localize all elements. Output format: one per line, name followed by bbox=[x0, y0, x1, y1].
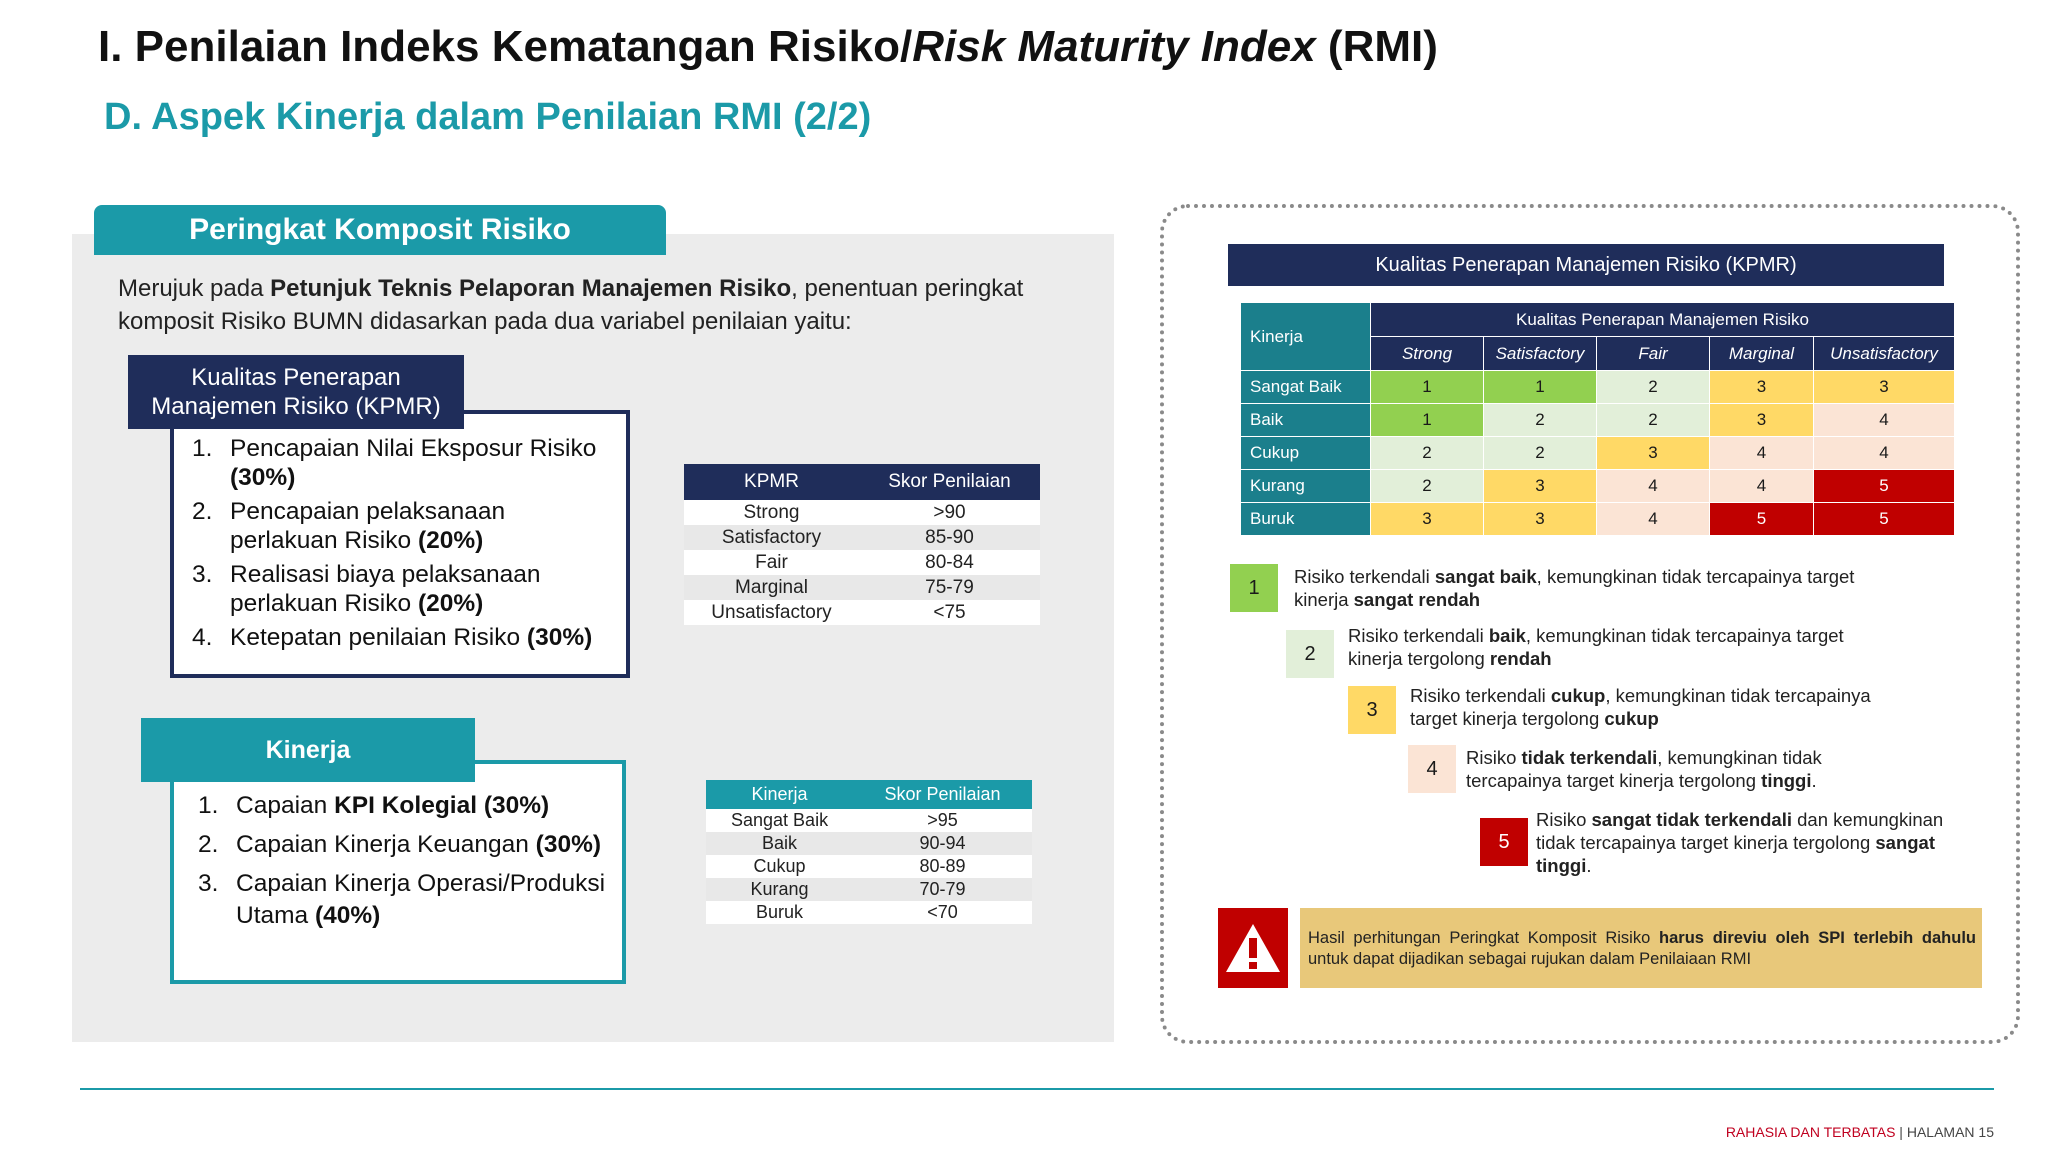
matrix-cell: 4 bbox=[1596, 469, 1710, 503]
warning-icon bbox=[1218, 908, 1288, 988]
table-row: Buruk <70 bbox=[706, 901, 1032, 924]
matrix-cell: 4 bbox=[1709, 436, 1814, 470]
table-row: Strong >90 bbox=[684, 500, 1040, 525]
kpmr-score-table: KPMR Skor Penilaian Strong >90 Satisfactor… bbox=[684, 464, 1040, 625]
matrix-cell: 1 bbox=[1483, 370, 1597, 404]
table-header-row: Kinerja Skor Penilaian bbox=[706, 780, 1032, 809]
matrix-cell: 3 bbox=[1709, 403, 1814, 437]
table-row: Satisfactory 85-90 bbox=[684, 525, 1040, 550]
matrix-cell: 2 bbox=[1370, 436, 1484, 470]
list-item: 4. Ketepatan penilaian Risiko (30%) bbox=[192, 624, 593, 651]
legend-text-1: Risiko terkendali sangat baik, kemungkin… bbox=[1294, 566, 1855, 610]
matrix-row-header: Baik bbox=[1240, 403, 1371, 437]
table-row: Baik 1 2 2 3 4 bbox=[1240, 403, 1955, 437]
legend-text-3: Risiko terkendali cukup, kemungkinan tid… bbox=[1410, 685, 1871, 729]
matrix-cell: 4 bbox=[1813, 403, 1955, 437]
matrix-col-header: Unsatisfactory bbox=[1813, 336, 1955, 371]
legend-text-5: Risiko sangat tidak terkendali dan kemun… bbox=[1536, 809, 1944, 876]
kinerja-criteria-list: 1. Capaian KPI Kolegial (30%) 2. Capaian K… bbox=[198, 790, 608, 939]
matrix-row-header: Cukup bbox=[1240, 436, 1371, 470]
matrix-cell: 4 bbox=[1709, 469, 1814, 503]
table-row: Unsatisfactory <75 bbox=[684, 600, 1040, 625]
list-item: 3. Realisasi biaya pelaksanaan perlakuan … bbox=[192, 561, 541, 617]
table-row: Marginal 75-79 bbox=[684, 575, 1040, 600]
matrix-col-header: Satisfactory bbox=[1483, 336, 1597, 371]
legend-level-3: 3 bbox=[1348, 686, 1396, 734]
risk-composite-matrix: Kinerja Kualitas Penerapan Manajemen Ris… bbox=[1240, 302, 1955, 536]
list-item: 3. Capaian Kinerja Operasi/Produksi Utama… bbox=[198, 870, 606, 929]
matrix-group-header: Kualitas Penerapan Manajemen Risiko bbox=[1370, 302, 1955, 337]
table-row: Kurang 70-79 bbox=[706, 878, 1032, 901]
legend-level-5: 5 bbox=[1480, 818, 1528, 866]
table-row: Fair 80-84 bbox=[684, 550, 1040, 575]
legend-level-1: 1 bbox=[1230, 564, 1278, 612]
matrix-cell: 3 bbox=[1483, 502, 1597, 536]
table-row: Sangat Baik 1 1 2 3 3 bbox=[1240, 370, 1955, 404]
matrix-corner: Kinerja bbox=[1240, 302, 1371, 371]
list-item: 2. Capaian Kinerja Keuangan (30%) bbox=[198, 831, 602, 858]
table-header-row: KPMR Skor Penilaian bbox=[684, 464, 1040, 500]
legend-level-4: 4 bbox=[1408, 745, 1456, 793]
legend-text-2: Risiko terkendali baik, kemungkinan tida… bbox=[1348, 625, 1844, 669]
list-item: 2. Pencapaian pelaksanaan perlakuan Risik… bbox=[192, 498, 506, 554]
matrix-title: Kualitas Penerapan Manajemen Risiko (KPM… bbox=[1228, 244, 1944, 286]
matrix-cell: 2 bbox=[1596, 370, 1710, 404]
matrix-cell: 5 bbox=[1813, 502, 1955, 536]
matrix-row-header: Buruk bbox=[1240, 502, 1371, 536]
matrix-cell: 1 bbox=[1370, 370, 1484, 404]
right-dashed-frame bbox=[1160, 204, 2020, 1044]
list-item: 1. Pencapaian Nilai Eksposur Risiko (30%) bbox=[192, 435, 597, 491]
page-subtitle: D. Aspek Kinerja dalam Penilaian RMI (2/… bbox=[104, 96, 872, 138]
matrix-cell: 3 bbox=[1813, 370, 1955, 404]
matrix-cell: 2 bbox=[1483, 436, 1597, 470]
page-title: I. Penilaian Indeks Kematangan Risiko/Ri… bbox=[98, 22, 1438, 71]
intro-text: Merujuk pada Petunjuk Teknis Pelaporan M… bbox=[118, 275, 1024, 335]
matrix-cell: 4 bbox=[1813, 436, 1955, 470]
kinerja-label: Kinerja bbox=[141, 718, 475, 782]
table-header: KPMR bbox=[684, 464, 859, 500]
table-row: Sangat Baik >95 bbox=[706, 809, 1032, 832]
matrix-cell: 3 bbox=[1483, 469, 1597, 503]
table-header: Skor Penilaian bbox=[858, 464, 1040, 500]
matrix-row-header: Kurang bbox=[1240, 469, 1371, 503]
kinerja-score-table: Kinerja Skor Penilaian Sangat Baik >95 Bai… bbox=[706, 780, 1032, 924]
table-row: Cukup 2 2 3 4 4 bbox=[1240, 436, 1955, 470]
warning-text: Hasil perhitungan Peringkat Komposit Ris… bbox=[1308, 929, 1976, 968]
warning-triangle-icon bbox=[1226, 924, 1280, 972]
panel-title: Peringkat Komposit Risiko bbox=[94, 205, 666, 255]
list-item: 1. Capaian KPI Kolegial (30%) bbox=[198, 792, 550, 819]
table-header: Kinerja bbox=[706, 780, 854, 809]
legend-text-4: Risiko tidak terkendali, kemungkinan tid… bbox=[1466, 747, 1822, 791]
kpmr-label: Kualitas Penerapan Manajemen Risiko (KPMR… bbox=[128, 355, 464, 429]
matrix-col-header: Marginal bbox=[1709, 336, 1814, 371]
table-row: Cukup 80-89 bbox=[706, 855, 1032, 878]
matrix-cell: 3 bbox=[1370, 502, 1484, 536]
table-header: Skor Penilaian bbox=[853, 780, 1032, 809]
matrix-cell: 2 bbox=[1370, 469, 1484, 503]
matrix-cell: 3 bbox=[1596, 436, 1710, 470]
matrix-cell: 5 bbox=[1813, 469, 1955, 503]
matrix-col-header: Strong bbox=[1370, 336, 1484, 371]
table-row: Baik 90-94 bbox=[706, 832, 1032, 855]
matrix-row-header: Sangat Baik bbox=[1240, 370, 1371, 404]
matrix-cell: 2 bbox=[1596, 403, 1710, 437]
kinerja-criteria-box bbox=[170, 760, 626, 984]
matrix-cell: 5 bbox=[1709, 502, 1814, 536]
matrix-cell: 4 bbox=[1596, 502, 1710, 536]
warning-box bbox=[1300, 908, 1982, 988]
footer: RAHASIA DAN TERBATAS | HALAMAN 15 bbox=[1725, 1124, 1994, 1140]
footer-divider bbox=[80, 1088, 1994, 1090]
table-row: Buruk 3 3 4 5 5 bbox=[1240, 502, 1955, 536]
matrix-col-header: Fair bbox=[1596, 336, 1710, 371]
kpmr-criteria-list: 1. Pencapaian Nilai Eksposur Risiko (30%)… bbox=[192, 434, 612, 657]
legend-level-2: 2 bbox=[1286, 630, 1334, 678]
table-row: Kurang 2 3 4 4 5 bbox=[1240, 469, 1955, 503]
matrix-cell: 3 bbox=[1709, 370, 1814, 404]
kpmr-criteria-box bbox=[170, 410, 630, 678]
matrix-cell: 2 bbox=[1483, 403, 1597, 437]
matrix-cell: 1 bbox=[1370, 403, 1484, 437]
